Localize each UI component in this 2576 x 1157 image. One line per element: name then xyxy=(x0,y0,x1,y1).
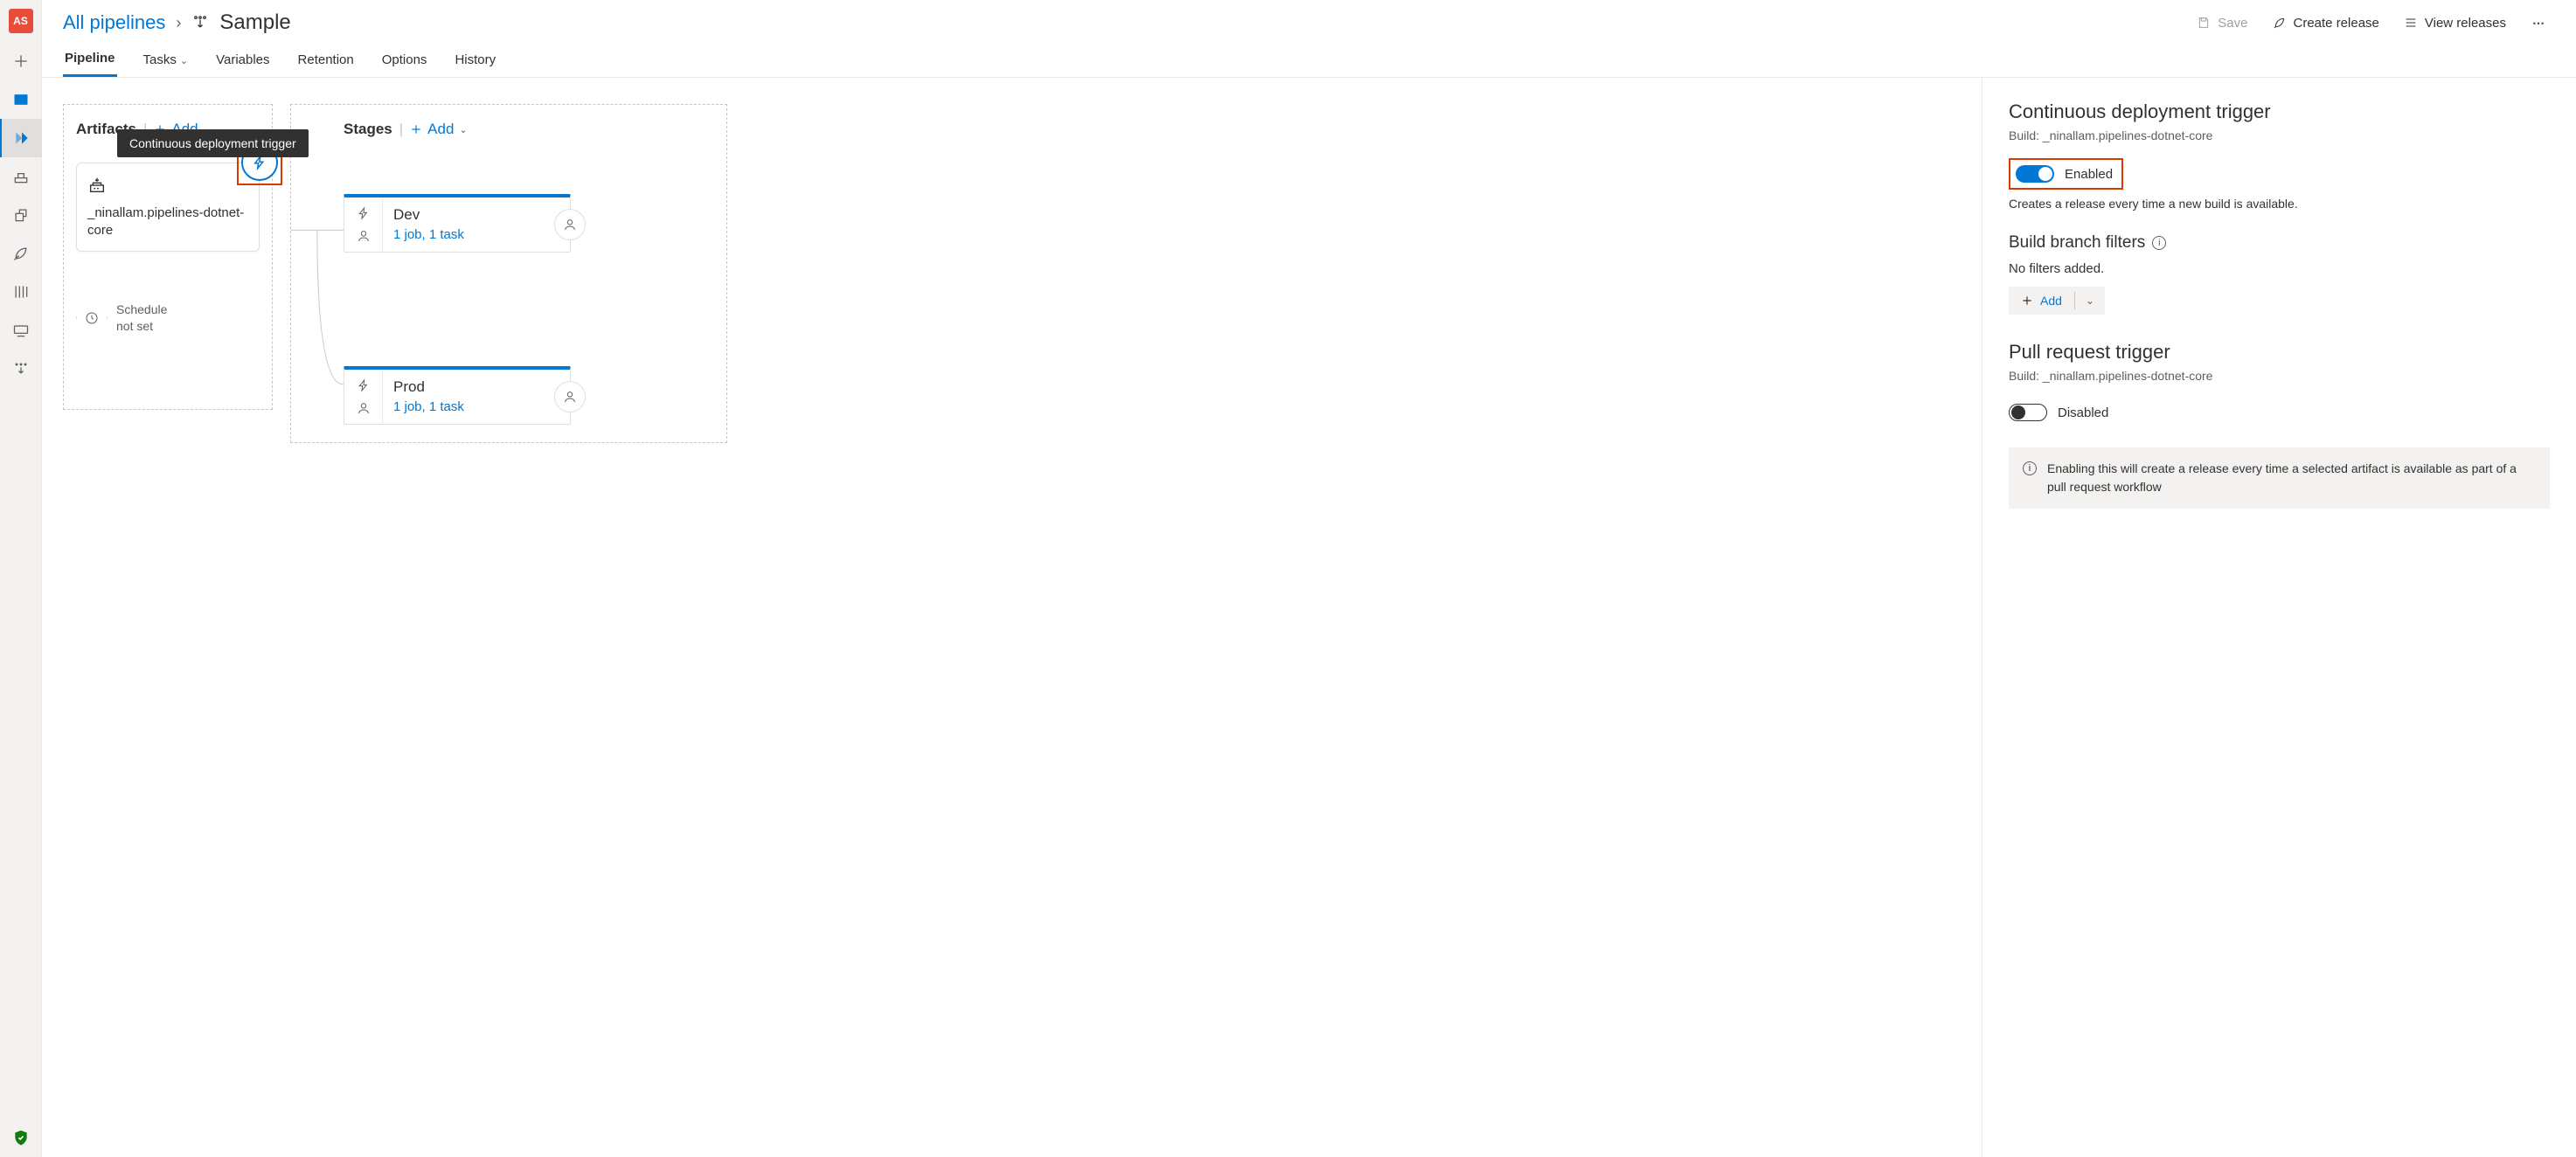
pr-info-text: Enabling this will create a release ever… xyxy=(2047,460,2536,496)
cd-toggle-highlight: Enabled xyxy=(2009,158,2123,190)
trigger-tooltip: Continuous deployment trigger xyxy=(117,129,309,157)
build-artifact-icon xyxy=(87,176,248,199)
view-releases-label: View releases xyxy=(2425,16,2506,31)
breadcrumb-root-link[interactable]: All pipelines xyxy=(63,11,165,34)
breadcrumb-separator: › xyxy=(176,14,181,32)
stage-card-prod[interactable]: Prod 1 job, 1 task xyxy=(344,366,571,425)
view-releases-button[interactable]: View releases xyxy=(2397,12,2513,34)
breadcrumb-bar: All pipelines › Sample Save Create relea… xyxy=(42,0,2576,42)
stage-pre-conditions[interactable] xyxy=(344,197,383,252)
pr-trigger-title: Pull request trigger xyxy=(2009,341,2550,364)
stage-post-conditions[interactable] xyxy=(554,209,586,240)
main-area: All pipelines › Sample Save Create relea… xyxy=(42,0,2576,1157)
pr-info-box: i Enabling this will create a release ev… xyxy=(2009,447,2550,509)
cd-trigger-title: Continuous deployment trigger xyxy=(2009,100,2550,123)
tab-options[interactable]: Options xyxy=(380,44,429,76)
rail-pipelines-icon[interactable] xyxy=(0,119,42,157)
branch-filters-title: Build branch filters i xyxy=(2009,233,2550,253)
add-filter-button[interactable]: Add ⌄ xyxy=(2009,287,2105,315)
cd-toggle[interactable] xyxy=(2016,165,2054,183)
cd-description: Creates a release every time a new build… xyxy=(2009,197,2550,211)
tab-retention[interactable]: Retention xyxy=(296,44,356,76)
schedule-row[interactable]: Schedule not set xyxy=(76,301,260,336)
stage-detail-link[interactable]: 1 job, 1 task xyxy=(393,227,559,242)
rail-deployment-icon[interactable] xyxy=(0,350,42,388)
schedule-text: Schedule not set xyxy=(116,301,167,333)
rail-library-icon[interactable] xyxy=(0,273,42,311)
stages-section: Stages | Add ⌄ xyxy=(290,104,727,443)
artifact-name: _ninallam.pipelines-dotnet-core xyxy=(87,204,248,240)
clock-icon xyxy=(76,301,108,336)
stage-name: Dev xyxy=(393,206,559,224)
stage-pre-conditions[interactable] xyxy=(344,370,383,424)
create-release-label: Create release xyxy=(2294,16,2379,31)
pr-build-label: Build: _ninallam.pipelines-dotnet-core xyxy=(2009,369,2550,383)
rail-environments-icon[interactable] xyxy=(0,196,42,234)
more-actions-button[interactable]: ⋯ xyxy=(2524,12,2555,34)
rail-status-shield-icon[interactable] xyxy=(0,1119,42,1157)
nav-rail: AS xyxy=(0,0,42,1157)
stage-card-dev[interactable]: Dev 1 job, 1 task xyxy=(344,194,571,253)
cd-build-label: Build: _ninallam.pipelines-dotnet-core xyxy=(2009,128,2550,142)
add-filter-caret[interactable]: ⌄ xyxy=(2075,288,2105,314)
rail-add[interactable] xyxy=(0,42,42,80)
save-button: Save xyxy=(2190,12,2254,34)
rail-repos-icon[interactable] xyxy=(0,157,42,196)
info-icon[interactable]: i xyxy=(2152,236,2166,250)
pr-toggle[interactable] xyxy=(2009,404,2047,421)
no-filters-text: No filters added. xyxy=(2009,261,2550,276)
tab-pipeline[interactable]: Pipeline xyxy=(63,42,117,77)
stage-name: Prod xyxy=(393,378,559,396)
chevron-down-icon: ⌄ xyxy=(180,56,188,66)
release-definition-icon xyxy=(191,14,209,31)
pr-toggle-label: Disabled xyxy=(2058,405,2108,420)
page-title: Sample xyxy=(219,10,290,35)
rail-boards-icon[interactable] xyxy=(0,80,42,119)
tab-variables[interactable]: Variables xyxy=(214,44,271,76)
info-icon: i xyxy=(2023,461,2037,475)
cd-toggle-label: Enabled xyxy=(2065,167,2113,182)
pipeline-canvas: Continuous deployment trigger Artifacts … xyxy=(42,78,1982,1157)
add-stage-button[interactable]: Add ⌄ xyxy=(410,121,467,138)
rail-taskgroups-icon[interactable] xyxy=(0,311,42,350)
save-label: Save xyxy=(2218,16,2247,31)
artifact-card[interactable]: _ninallam.pipelines-dotnet-core xyxy=(76,163,260,252)
stages-header: Stages xyxy=(344,121,392,138)
stage-detail-link[interactable]: 1 job, 1 task xyxy=(393,399,559,414)
trigger-panel: Continuous deployment trigger Build: _ni… xyxy=(1982,78,2576,1157)
project-avatar[interactable]: AS xyxy=(9,9,33,33)
tab-tasks[interactable]: Tasks⌄ xyxy=(142,44,191,76)
stage-post-conditions[interactable] xyxy=(554,381,586,412)
chevron-down-icon: ⌄ xyxy=(459,124,467,135)
rail-rocket-icon[interactable] xyxy=(0,234,42,273)
tab-history[interactable]: History xyxy=(453,44,497,76)
tabs-bar: Pipeline Tasks⌄ Variables Retention Opti… xyxy=(42,42,2576,78)
create-release-button[interactable]: Create release xyxy=(2266,12,2386,34)
